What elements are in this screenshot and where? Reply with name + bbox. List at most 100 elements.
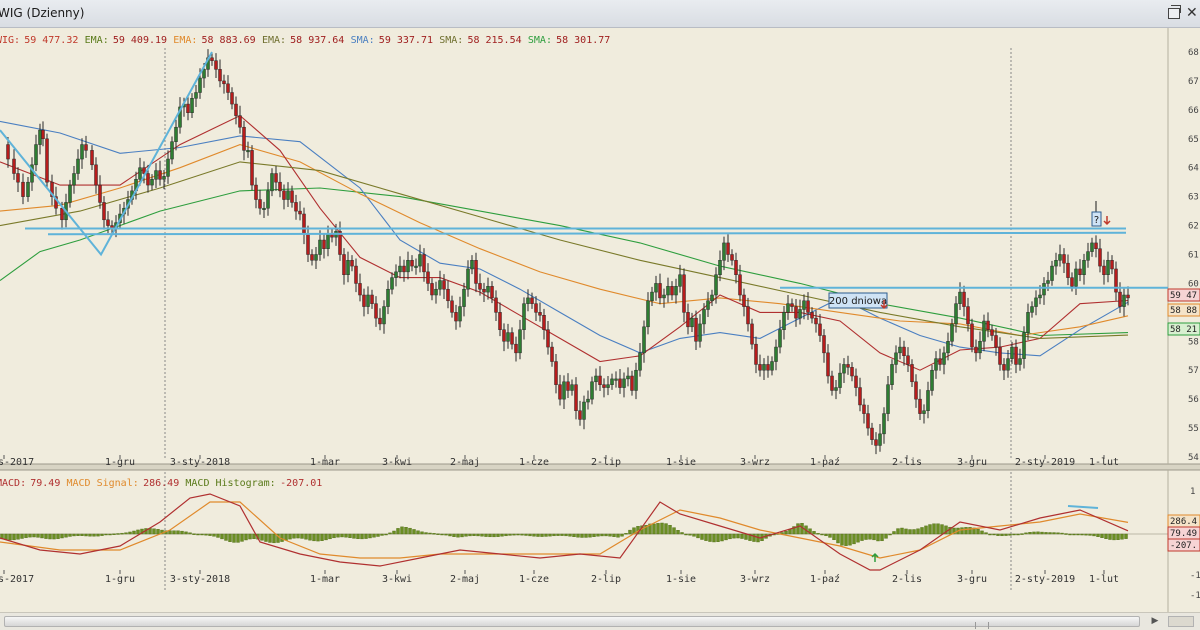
macd-histogram-bar xyxy=(340,533,344,538)
moving-average-line xyxy=(0,144,1129,337)
candle-body xyxy=(970,323,974,348)
candle-body xyxy=(1042,283,1046,296)
down-arrow-icon xyxy=(1103,216,1111,226)
candle-body xyxy=(146,173,150,186)
macd-histogram-bar xyxy=(500,533,504,537)
macd-histogram-bar xyxy=(104,533,108,536)
candle-body xyxy=(254,184,258,200)
macd-histogram-bar xyxy=(364,533,368,539)
candle-body xyxy=(238,115,242,128)
macd-histogram-bar xyxy=(952,527,956,535)
macd-histogram-bar xyxy=(712,533,716,543)
candle-body xyxy=(282,190,286,200)
candle-body xyxy=(602,384,606,388)
candle-body xyxy=(846,364,850,368)
macd-histogram-bar xyxy=(600,533,604,537)
candle-body xyxy=(950,323,954,342)
candle-body xyxy=(470,260,474,270)
candle-body xyxy=(722,242,726,261)
macd-histogram-bar xyxy=(1032,531,1036,535)
candle-body xyxy=(446,288,450,302)
x-axis-tick-label: 1-paź xyxy=(810,456,840,468)
candle-body xyxy=(794,306,798,319)
macd-histogram-bar xyxy=(308,533,312,541)
price-axis-tick-label: 62 xyxy=(1188,222,1199,232)
candle-body xyxy=(686,312,690,328)
candle-body xyxy=(398,265,402,273)
scrollbar-thumb[interactable] xyxy=(4,616,1140,629)
candle-body xyxy=(1070,277,1074,287)
macd-legend-value: 286.49 xyxy=(143,478,179,489)
candle-body xyxy=(162,176,166,180)
macd-histogram-bar xyxy=(184,531,188,535)
candle-body xyxy=(786,303,790,313)
candle-body xyxy=(1074,268,1078,287)
candle-body xyxy=(38,129,42,145)
macd-histogram-bar xyxy=(1000,533,1004,537)
candle-body xyxy=(278,181,282,192)
macd-histogram-bar xyxy=(960,527,964,535)
candle-body xyxy=(810,312,814,319)
candle-body xyxy=(270,173,274,192)
close-window-button[interactable]: ✕ xyxy=(1186,5,1198,21)
candle-body xyxy=(618,378,622,388)
macd-histogram-bar xyxy=(96,533,100,537)
macd-histogram-bar xyxy=(964,527,968,535)
macd-histogram-bar xyxy=(460,533,464,538)
macd-histogram-bar xyxy=(476,533,480,537)
macd-histogram-bar xyxy=(552,533,556,537)
candle-body xyxy=(742,294,746,307)
macd-histogram-bar xyxy=(624,533,628,535)
macd-histogram-bar xyxy=(156,529,160,535)
macd-histogram-bar xyxy=(856,533,860,543)
candle-body xyxy=(706,300,710,310)
macd-histogram-bar xyxy=(188,532,192,535)
legend-indicator-label: EMA: xyxy=(262,35,286,46)
price-label: 58 21 xyxy=(1170,325,1197,335)
restore-window-button[interactable] xyxy=(1168,5,1181,19)
divergence-line xyxy=(1067,505,1099,509)
candle-body xyxy=(1018,358,1022,365)
macd-histogram-bar xyxy=(264,533,268,542)
price-axis-tick-label: 56 xyxy=(1188,395,1199,405)
macd-histogram-bar xyxy=(468,533,472,537)
candle-body xyxy=(958,291,962,304)
candle-body xyxy=(386,288,390,307)
macd-histogram-bar xyxy=(176,530,180,535)
price-chart[interactable]: 6867666564636261605958575655542-lis-2017… xyxy=(0,0,1200,612)
candle-body xyxy=(914,381,918,400)
horizontal-scrollbar[interactable]: ▶ xyxy=(0,612,1200,630)
x-axis-tick-label: 2-lip xyxy=(591,457,621,468)
macd-histogram-bar xyxy=(492,533,496,538)
macd-histogram-bar xyxy=(1036,531,1040,535)
candle-body xyxy=(210,57,214,61)
macd-histogram-bar xyxy=(68,533,72,537)
candle-body xyxy=(698,323,702,342)
macd-histogram-bar xyxy=(168,530,172,535)
moving-average-line xyxy=(0,120,1129,357)
macd-histogram-bar xyxy=(904,528,908,535)
scroll-right-arrow-icon[interactable]: ▶ xyxy=(1151,616,1159,626)
candle-body xyxy=(378,317,382,325)
candle-body xyxy=(610,378,614,385)
candle-body xyxy=(1026,312,1030,333)
candle-body xyxy=(646,300,650,328)
macd-histogram-bar xyxy=(864,533,868,540)
candle-body xyxy=(474,260,478,284)
macd-histogram-bar xyxy=(916,528,920,535)
candle-body xyxy=(546,329,550,348)
candle-body xyxy=(906,355,910,365)
candle-body xyxy=(414,265,418,268)
macd-histogram-bar xyxy=(524,533,528,536)
macd-histogram-bar xyxy=(876,533,880,542)
macd-line xyxy=(0,493,1129,571)
macd-histogram-bar xyxy=(888,533,892,536)
x-axis-tick-label: 1-cze xyxy=(519,457,549,468)
scroll-end-button[interactable] xyxy=(1168,616,1194,627)
macd-histogram-bar xyxy=(968,527,972,535)
candle-body xyxy=(218,69,222,82)
macd-histogram-bar xyxy=(680,532,684,535)
candle-body xyxy=(946,341,950,354)
macd-histogram-bar xyxy=(820,533,824,536)
candle-body xyxy=(382,306,386,325)
